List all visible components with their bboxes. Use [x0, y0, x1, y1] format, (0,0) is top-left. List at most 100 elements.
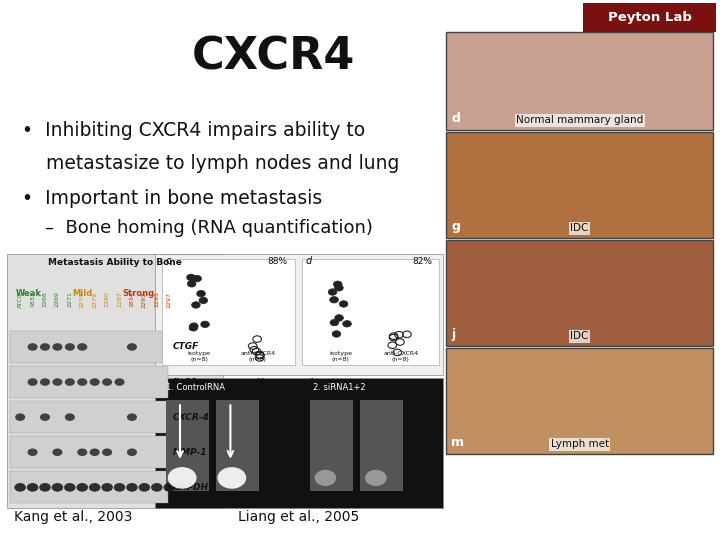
Circle shape [339, 301, 348, 307]
Text: Weak: Weak [16, 289, 42, 298]
Text: j: j [451, 328, 456, 341]
Circle shape [27, 378, 37, 386]
Text: d: d [306, 256, 312, 267]
Circle shape [187, 281, 196, 287]
Circle shape [15, 414, 25, 421]
Text: Metastasis Ability to Bone: Metastasis Ability to Bone [48, 258, 182, 267]
Text: g: g [451, 220, 460, 233]
Bar [446, 240, 713, 346]
Circle shape [193, 275, 202, 282]
Bar [10, 436, 168, 468]
Circle shape [335, 285, 343, 291]
Text: metastasize to lymph nodes and lung: metastasize to lymph nodes and lung [22, 154, 399, 173]
Circle shape [163, 483, 175, 491]
Circle shape [328, 289, 337, 295]
Circle shape [332, 330, 341, 337]
Text: 1833: 1833 [30, 292, 35, 307]
Text: 2293: 2293 [142, 292, 147, 308]
Text: anti-CXCR4
(n=8): anti-CXCR4 (n=8) [383, 351, 418, 362]
Text: j: j [450, 342, 451, 343]
Text: 2269: 2269 [55, 292, 60, 307]
Text: IL-11: IL-11 [173, 377, 198, 387]
Text: 2. siRNA1+2: 2. siRNA1+2 [313, 383, 366, 393]
Bar [446, 348, 713, 454]
Circle shape [127, 414, 137, 421]
Text: 2268: 2268 [42, 292, 48, 307]
Text: 2287: 2287 [117, 292, 122, 307]
Bar [216, 400, 259, 491]
Circle shape [127, 448, 137, 456]
Circle shape [343, 321, 351, 327]
Circle shape [126, 483, 138, 491]
Circle shape [89, 378, 99, 386]
Bar [166, 400, 209, 491]
Text: 82%: 82% [412, 256, 432, 266]
Circle shape [333, 281, 342, 287]
Text: CXCR4: CXCR4 [192, 35, 355, 78]
Circle shape [53, 448, 63, 456]
Bar [302, 259, 439, 364]
Circle shape [14, 483, 26, 491]
Bar [10, 401, 168, 433]
Circle shape [65, 414, 75, 421]
Text: isotype
(n=8): isotype (n=8) [188, 351, 211, 362]
Circle shape [89, 448, 99, 456]
Circle shape [77, 448, 87, 456]
Circle shape [192, 302, 200, 308]
Text: 2279: 2279 [92, 292, 97, 308]
Bar [155, 378, 443, 508]
Circle shape [197, 291, 205, 297]
Text: •  Inhibiting CXCR4 impairs ability to: • Inhibiting CXCR4 impairs ability to [22, 122, 365, 140]
Bar [360, 400, 403, 491]
Circle shape [217, 467, 246, 489]
Text: Lymph met: Lymph met [551, 439, 608, 449]
Circle shape [40, 378, 50, 386]
Bar [162, 259, 295, 364]
Circle shape [189, 325, 198, 331]
Bar [446, 32, 713, 130]
Circle shape [102, 378, 112, 386]
Text: isotype
(n=8): isotype (n=8) [329, 351, 352, 362]
Circle shape [53, 343, 63, 351]
Bar [446, 132, 713, 238]
Circle shape [114, 483, 125, 491]
Text: 2271: 2271 [68, 292, 72, 307]
Text: 2297: 2297 [167, 292, 171, 308]
Circle shape [77, 378, 87, 386]
Text: Normal mammary gland: Normal mammary gland [516, 115, 643, 125]
Circle shape [114, 378, 125, 386]
Text: 2274: 2274 [80, 292, 85, 308]
Circle shape [40, 343, 50, 351]
Circle shape [102, 448, 112, 456]
Text: ATCC: ATCC [18, 292, 22, 308]
Circle shape [330, 296, 338, 303]
Text: d: d [450, 126, 452, 127]
Text: g: g [450, 234, 452, 235]
Bar [10, 366, 168, 398]
Text: m: m [451, 436, 464, 449]
Circle shape [315, 470, 336, 486]
Circle shape [89, 483, 101, 491]
Circle shape [77, 343, 87, 351]
Circle shape [65, 343, 75, 351]
Text: Liang et al., 2005: Liang et al., 2005 [238, 510, 359, 524]
Text: Muller et al., 2001: Muller et al., 2001 [235, 378, 362, 392]
Circle shape [199, 297, 207, 303]
Circle shape [102, 483, 113, 491]
Bar [583, 3, 716, 32]
Circle shape [27, 448, 37, 456]
Text: d: d [451, 112, 460, 125]
Circle shape [65, 378, 75, 386]
Text: c: c [166, 256, 171, 267]
Circle shape [27, 343, 37, 351]
Text: Peyton Lab: Peyton Lab [608, 11, 692, 24]
Circle shape [330, 319, 338, 326]
Text: anti-CXCR4
(n=8): anti-CXCR4 (n=8) [240, 351, 276, 362]
Text: 88%: 88% [268, 256, 288, 266]
Text: Kang et al., 2003: Kang et al., 2003 [14, 510, 132, 524]
Text: IDC: IDC [570, 331, 589, 341]
Circle shape [168, 467, 197, 489]
Text: MMP-1: MMP-1 [173, 448, 207, 457]
Circle shape [189, 323, 198, 329]
Circle shape [39, 483, 50, 491]
